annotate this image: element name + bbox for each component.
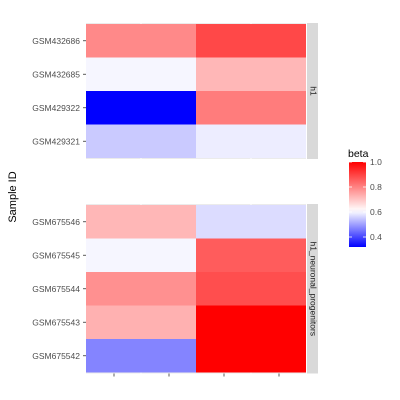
heatmap-cell bbox=[196, 305, 306, 339]
legend-title: beta bbox=[348, 148, 369, 160]
y-axis-title: Sample ID bbox=[7, 171, 19, 222]
heatmap-cell bbox=[196, 91, 306, 125]
heatmap-cell bbox=[86, 205, 196, 239]
heatmap-cell bbox=[86, 238, 196, 272]
heatmap-cell bbox=[196, 24, 306, 58]
heatmap-cell bbox=[86, 272, 196, 306]
heatmap-cell bbox=[86, 91, 196, 125]
facet-strip-label: h1 bbox=[309, 86, 319, 96]
facet-panels: GSM432686 GSM432685 GSM429322 GSM429321 h1 GS… bbox=[32, 23, 319, 377]
y-tick-label: GSM432686 bbox=[32, 36, 80, 46]
y-tick-label: GSM675544 bbox=[32, 284, 80, 294]
heatmap-cell bbox=[86, 124, 196, 158]
y-tick-label: GSM675542 bbox=[32, 351, 80, 361]
heatmap-cell bbox=[196, 57, 306, 91]
y-tick-label: GSM432685 bbox=[32, 69, 80, 79]
heatmap-cell bbox=[196, 272, 306, 306]
legend-tick-label: 1.0 bbox=[370, 157, 382, 167]
legend-colorbar bbox=[349, 162, 366, 247]
y-tick-label: GSM429321 bbox=[32, 136, 80, 146]
heatmap-cell bbox=[86, 305, 196, 339]
facet-strip-label: h1_neuronal_progenitors bbox=[309, 241, 319, 336]
y-tick-label: GSM429322 bbox=[32, 103, 80, 113]
heatmap-cell bbox=[86, 57, 196, 91]
legend: beta 0.4 0.6 0.8 1.0 bbox=[348, 148, 382, 247]
heatmap-cell bbox=[86, 24, 196, 58]
heatmap-cell bbox=[86, 339, 196, 373]
heatmap-cell bbox=[196, 205, 306, 239]
legend-tick-label: 0.8 bbox=[370, 182, 382, 192]
y-tick-label: GSM675543 bbox=[32, 317, 80, 327]
heatmap-cell bbox=[196, 124, 306, 158]
legend-tick-label: 0.6 bbox=[370, 207, 382, 217]
heatmap-cell bbox=[196, 339, 306, 373]
facet-strip bbox=[307, 23, 318, 159]
heatmap-cell bbox=[196, 238, 306, 272]
y-tick-label: GSM675545 bbox=[32, 250, 80, 260]
legend-tick-label: 0.4 bbox=[370, 232, 382, 242]
y-tick-label: GSM675546 bbox=[32, 217, 80, 227]
facet-strip bbox=[307, 204, 318, 374]
